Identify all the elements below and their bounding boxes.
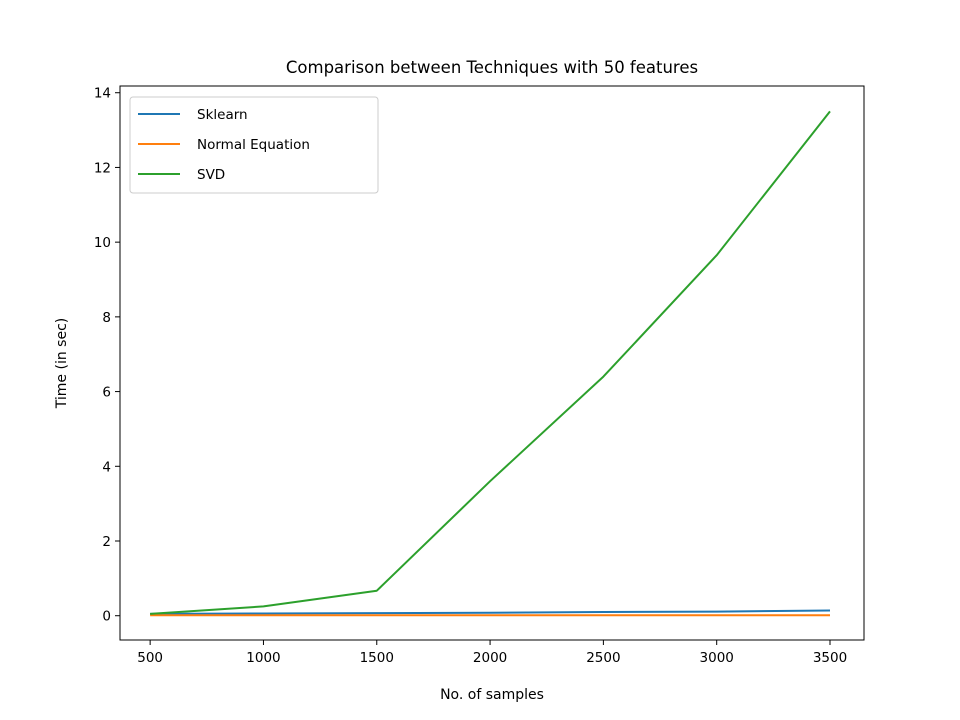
y-axis: 0 2 4 6 8 10 12 14 [94,86,120,625]
legend: Sklearn Normal Equation SVD [129,96,379,194]
x-tick-label: 500 [137,650,163,666]
x-tick-label: 3000 [700,650,734,666]
series-line-svd [150,110,831,615]
plot-area [119,85,865,641]
series-line-sklearn [150,609,831,615]
y-tick-label: 6 [102,385,111,401]
chart-title: Comparison between Techniques with 50 fe… [286,58,698,77]
x-axis-title: No. of samples [440,687,544,703]
x-tick-label: 1500 [360,650,394,666]
y-tick-label: 2 [102,534,111,550]
legend-label-sklearn: Sklearn [197,107,248,123]
legend-label-svd: SVD [197,167,225,183]
series-lines [150,110,831,617]
y-tick-label: 0 [102,609,111,625]
x-tick-label: 3500 [813,650,847,666]
y-axis-title: Time (in sec) [54,318,70,409]
legend-label-normal-equation: Normal Equation [197,137,310,153]
y-tick-label: 8 [102,310,111,326]
y-tick-label: 4 [102,459,111,475]
y-tick-label: 10 [94,235,111,251]
x-axis: 500 1000 1500 2000 2500 3000 3500 [137,640,847,666]
x-tick-label: 1000 [246,650,280,666]
x-tick-label: 2500 [586,650,620,666]
y-tick-label: 12 [94,160,111,176]
x-tick-label: 2000 [473,650,507,666]
y-tick-label: 14 [94,86,111,102]
legend-box [129,96,379,194]
